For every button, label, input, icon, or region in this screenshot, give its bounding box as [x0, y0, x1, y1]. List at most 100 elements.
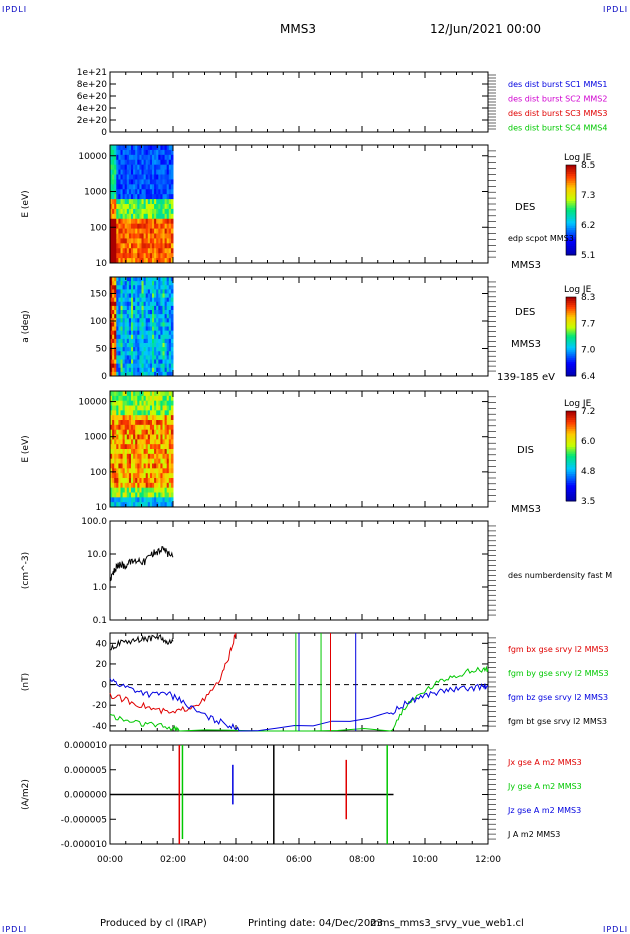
heatmap-cell — [118, 301, 121, 307]
heatmap-cell — [156, 338, 159, 344]
heatmap-cell — [166, 258, 170, 264]
time-tick-label: 12:00 — [475, 855, 501, 865]
heatmap-cell — [160, 497, 163, 503]
heatmap-cell — [158, 318, 161, 323]
heatmap-cell — [154, 347, 157, 352]
corner-label-top-left: IPDLI — [2, 5, 28, 14]
heatmap-cell — [133, 314, 136, 319]
heatmap-cell — [168, 277, 172, 282]
heatmap-cell — [139, 293, 142, 299]
heatmap-cell — [133, 468, 136, 474]
heatmap-cell — [152, 439, 155, 445]
heatmap-cell — [145, 164, 149, 171]
heatmap-cell — [122, 179, 126, 185]
heatmap-cell — [164, 367, 168, 373]
heatmap-cell — [139, 400, 142, 406]
heatmap-cell — [164, 453, 168, 460]
heatmap-cell — [160, 492, 163, 498]
heatmap-cell — [137, 253, 140, 259]
heatmap-cell — [147, 415, 151, 421]
heatmap-cell — [114, 444, 117, 450]
heatmap-cell — [116, 199, 119, 205]
heatmap-cell — [112, 351, 115, 356]
heatmap-cell — [160, 502, 163, 508]
heatmap-cell — [128, 194, 132, 200]
heatmap-cell — [133, 420, 136, 426]
heatmap-cell — [128, 179, 132, 185]
heatmap-cell — [166, 301, 170, 307]
colorbar-cell — [566, 225, 576, 229]
panel-label: MMS3 — [511, 339, 541, 350]
legend-entry: des dist burst SC1 MMS1 — [508, 80, 607, 89]
colorbar-frame — [565, 410, 577, 502]
heatmap-cell — [164, 482, 168, 489]
heatmap-cell — [122, 347, 126, 352]
heatmap-cell — [110, 301, 113, 307]
heatmap-cell — [110, 184, 113, 190]
heatmap-cell — [154, 497, 157, 503]
heatmap-cell — [158, 159, 161, 166]
heatmap-cell — [149, 429, 153, 435]
colorbar-cell — [566, 171, 576, 175]
heatmap-cell — [141, 169, 145, 175]
heatmap-cell — [120, 410, 124, 416]
heatmap-cell — [124, 415, 128, 421]
heatmap-cell — [160, 213, 163, 220]
colorbar-cell — [566, 356, 576, 359]
heatmap-cell — [141, 223, 145, 230]
heatmap-cell — [114, 218, 117, 225]
legend-entry: fgm by gse srvy l2 MMS3 — [508, 669, 609, 678]
heatmap-cell — [126, 415, 130, 421]
heatmap-cell — [122, 204, 126, 210]
heatmap-cell — [149, 293, 153, 299]
heatmap-cell — [133, 159, 136, 166]
heatmap-cell — [147, 492, 151, 498]
colorbar-cell — [566, 435, 576, 439]
heatmap-cell — [116, 305, 119, 311]
heatmap-cell — [139, 159, 142, 166]
heatmap-cell — [145, 297, 149, 303]
heatmap-cell — [141, 478, 145, 484]
heatmap-cell — [120, 297, 124, 303]
heatmap-cell — [152, 343, 155, 348]
heatmap-cell — [141, 301, 145, 307]
heatmap-cell — [160, 330, 163, 336]
heatmap-cell — [126, 330, 130, 336]
heatmap-cell — [124, 439, 128, 445]
heatmap-cell — [118, 391, 121, 397]
heatmap-cell — [110, 169, 113, 175]
heatmap-cell — [166, 213, 170, 220]
heatmap-cell — [156, 169, 159, 175]
heatmap-cell — [112, 502, 115, 508]
heatmap-cell — [170, 238, 174, 244]
heatmap-cell — [156, 189, 159, 195]
heatmap-cell — [145, 204, 149, 210]
colorbar-cell — [566, 487, 576, 491]
heatmap-cell — [139, 367, 142, 373]
legend-entry: des numberdensity fast M — [508, 571, 612, 580]
colorbar-cell — [566, 234, 576, 238]
heatmap-cell — [170, 289, 174, 294]
heatmap-cell — [118, 463, 121, 469]
heatmap-cell — [118, 297, 121, 303]
colorbar-cell — [566, 304, 576, 308]
heatmap-cell — [147, 314, 151, 319]
heatmap-cell — [118, 318, 121, 323]
heatmap-cell — [152, 410, 155, 416]
heatmap-cell — [137, 458, 140, 464]
heatmap-cell — [120, 415, 124, 421]
heatmap-cell — [131, 326, 134, 332]
heatmap-cell — [162, 318, 166, 323]
heatmap-cell — [133, 367, 136, 373]
heatmap-cell — [147, 145, 151, 151]
heatmap-cell — [126, 194, 130, 200]
heatmap-cell — [137, 424, 140, 431]
heatmap-cell — [122, 184, 126, 190]
heatmap-cell — [122, 297, 126, 303]
heatmap-cell — [164, 258, 168, 264]
heatmap-cell — [166, 415, 170, 421]
heatmap-cell — [137, 238, 140, 244]
heatmap-cell — [152, 405, 155, 411]
heatmap-cell — [168, 463, 172, 469]
heatmap-cell — [168, 293, 172, 299]
